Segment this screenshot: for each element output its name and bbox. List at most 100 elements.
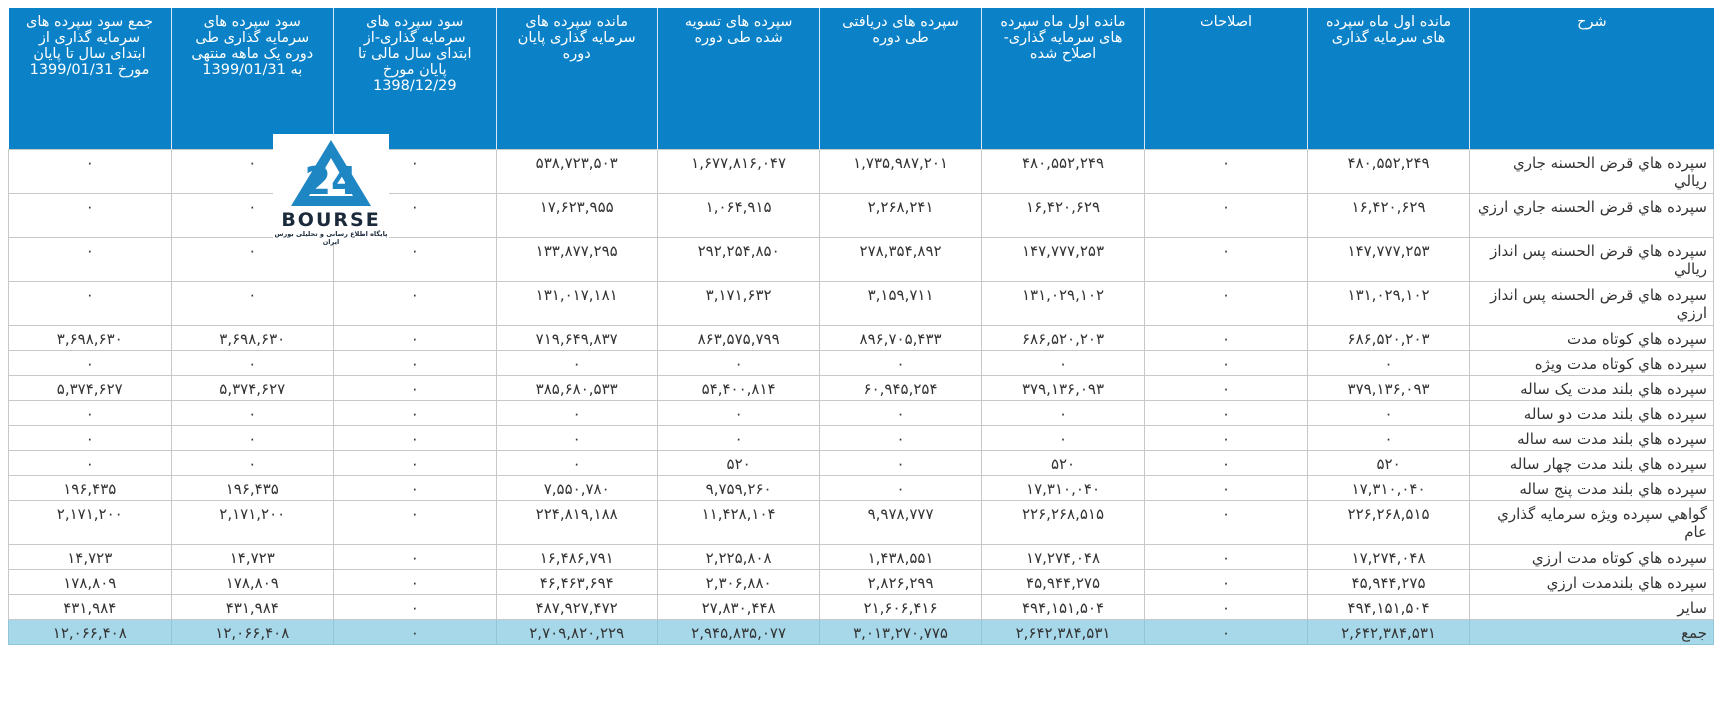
table-cell: ۴۳۱,۹۸۴ <box>170 593 335 620</box>
table-cell: ۰ <box>8 236 172 282</box>
row-description: سپرده هاي قرض الحسنه پس انداز ريالي <box>1469 236 1714 282</box>
table-cell: ۰ <box>495 449 658 476</box>
row-description: سپرده هاي قرض الحسنه جاري ارزي <box>1469 192 1714 238</box>
table-cell: ۱۶,۴۲۰,۶۲۹ <box>980 192 1146 238</box>
table-cell: ۰ <box>333 280 497 326</box>
table-cell: ۰ <box>656 424 821 451</box>
table-row: سپرده هاي کوتاه مدت ويژه ۰ ۰ ۰ ۰ ۰ ۰ ۰ ۰ ۰ <box>8 349 1714 376</box>
table-cell: ۲۱,۶۰۶,۴۱۶ <box>819 593 982 620</box>
table-cell: ۰ <box>1306 399 1471 426</box>
table-cell: ۰ <box>495 399 658 426</box>
table-cell: ۱۷,۳۱۰,۰۴۰ <box>980 474 1146 501</box>
table-row: سپرده هاي قرض الحسنه پس انداز ريالي ۱۴۷,۷… <box>8 236 1714 282</box>
table-cell: ۰ <box>656 349 821 376</box>
logo-tagline: پایگاه اطلاع رسانی و تحلیلی بورس ایران <box>274 230 388 246</box>
bourse24-logo: 24 BOURSE پایگاه اطلاع رسانی و تحلیلی بو… <box>273 134 389 246</box>
table-cell: ۰ <box>333 424 497 451</box>
table-cell: ۰ <box>333 399 497 426</box>
table-cell: ۰ <box>170 399 335 426</box>
table-cell: ۲,۲۶۸,۲۴۱ <box>819 192 982 238</box>
row-description: سپرده هاي بلند مدت دو ساله <box>1469 399 1714 426</box>
row-description: سپرده هاي بلند مدت سه ساله <box>1469 424 1714 451</box>
table-cell: ۰ <box>819 449 982 476</box>
table-cell: ۲۲۶,۲۶۸,۵۱۵ <box>980 499 1146 545</box>
deposits-table: شرح مانده اول ماه سپرده های سرمایه گذاری… <box>8 8 1714 645</box>
logo-mark-icon: 24 <box>291 140 371 206</box>
table-cell: ۴۶,۴۶۳,۶۹۴ <box>495 568 658 595</box>
row-description: سپرده هاي کوتاه مدت ارزي <box>1469 543 1714 570</box>
total-cell: ۰ <box>1144 618 1308 645</box>
table-cell: ۰ <box>656 399 821 426</box>
table-cell: ۶۸۶,۵۲۰,۲۰۳ <box>980 324 1146 351</box>
table-row: سپرده هاي قرض الحسنه جاري ريالي ۴۸۰,۵۵۲,۲… <box>8 148 1714 194</box>
table-row: سپرده هاي کوتاه مدت ارزي ۱۷,۲۷۴,۰۴۸ ۰ ۱۷,۲۷… <box>8 543 1714 570</box>
table-cell: ۴۳۱,۹۸۴ <box>8 593 172 620</box>
table-cell: ۵۲۰ <box>656 449 821 476</box>
table-row: سپرده هاي قرض الحسنه پس انداز ارزي ۱۳۱,۰۲… <box>8 280 1714 326</box>
table-cell: ۴۸۰,۵۵۲,۲۴۹ <box>1306 148 1471 194</box>
column-header: اصلاحات <box>1144 8 1308 149</box>
table-cell: ۱۹۶,۴۳۵ <box>8 474 172 501</box>
column-header: سود سپرده های سرمایه گذاری-از ابتدای سال… <box>333 8 496 149</box>
table-cell: ۰ <box>1306 424 1471 451</box>
table-cell: ۰ <box>819 424 982 451</box>
table-cell: ۴۵,۹۴۴,۲۷۵ <box>980 568 1146 595</box>
table-cell: ۱,۴۳۸,۵۵۱ <box>819 543 982 570</box>
total-cell: ۱۲,۰۶۶,۴۰۸ <box>170 618 335 645</box>
table-cell: ۰ <box>8 349 172 376</box>
table-cell: ۲۲۶,۲۶۸,۵۱۵ <box>1306 499 1471 545</box>
table-cell: ۳,۱۵۹,۷۱۱ <box>819 280 982 326</box>
table-cell: ۰ <box>170 280 335 326</box>
table-cell: ۱۶,۴۲۰,۶۲۹ <box>1306 192 1471 238</box>
table-row: سپرده هاي بلند مدت سه ساله ۰ ۰ ۰ ۰ ۰ ۰ ۰ ۰ ۰ <box>8 424 1714 451</box>
table-cell: ۹,۹۷۸,۷۷۷ <box>819 499 982 545</box>
table-cell: ۲,۲۲۵,۸۰۸ <box>656 543 821 570</box>
total-cell: ۰ <box>333 618 497 645</box>
table-cell: ۰ <box>819 399 982 426</box>
table-cell: ۱۳۱,۰۱۷,۱۸۱ <box>495 280 658 326</box>
row-description: سپرده هاي کوتاه مدت ويژه <box>1469 349 1714 376</box>
row-description: گواهي سپرده ويژه سرمايه گذاري عام <box>1469 499 1714 545</box>
table-cell: ۰ <box>1144 324 1308 351</box>
table-cell: ۰ <box>1144 148 1308 194</box>
table-cell: ۰ <box>8 424 172 451</box>
table-cell: ۱۱,۴۲۸,۱۰۴ <box>656 499 821 545</box>
table-row: سپرده هاي قرض الحسنه جاري ارزي ۱۶,۴۲۰,۶۲۹… <box>8 192 1714 238</box>
table-cell: ۱۴,۷۲۳ <box>8 543 172 570</box>
table-row: ساير ۴۹۴,۱۵۱,۵۰۴ ۰ ۴۹۴,۱۵۱,۵۰۴ ۲۱,۶۰۶,۴۱۶ ۲۷,… <box>8 593 1714 620</box>
table-cell: ۱۶,۴۸۶,۷۹۱ <box>495 543 658 570</box>
row-description: سپرده هاي کوتاه مدت <box>1469 324 1714 351</box>
table-cell: ۰ <box>1144 474 1308 501</box>
table-cell: ۴۸۷,۹۲۷,۴۷۲ <box>495 593 658 620</box>
table-cell: ۱۷۸,۸۰۹ <box>170 568 335 595</box>
table-cell: ۰ <box>333 568 497 595</box>
table-cell: ۶۸۶,۵۲۰,۲۰۳ <box>1306 324 1471 351</box>
row-description: ساير <box>1469 593 1714 620</box>
table-cell: ۰ <box>1144 349 1308 376</box>
table-cell: ۰ <box>819 349 982 376</box>
column-header: مانده اول ماه سپرده های سرمایه گذاری <box>1306 8 1470 149</box>
table-row: سپرده هاي کوتاه مدت ۶۸۶,۵۲۰,۲۰۳ ۰ ۶۸۶,۵۲۰,۲… <box>8 324 1714 351</box>
table-cell: ۰ <box>1144 236 1308 282</box>
table-cell: ۰ <box>1144 568 1308 595</box>
table-cell: ۰ <box>333 349 497 376</box>
column-header: شرح <box>1469 8 1714 149</box>
table-cell: ۵۲۰ <box>980 449 1146 476</box>
table-cell: ۱۷,۶۲۳,۹۵۵ <box>495 192 658 238</box>
table-cell: ۰ <box>8 449 172 476</box>
table-cell: ۰ <box>8 148 172 194</box>
table-cell: ۵,۳۷۴,۶۲۷ <box>8 374 172 401</box>
table-cell: ۶۰,۹۴۵,۲۵۴ <box>819 374 982 401</box>
table-cell: ۲۷,۸۳۰,۴۴۸ <box>656 593 821 620</box>
table-cell: ۳۸۵,۶۸۰,۵۳۳ <box>495 374 658 401</box>
table-cell: ۰ <box>170 349 335 376</box>
table-cell: ۰ <box>333 236 497 282</box>
table-cell: ۱,۶۷۷,۸۱۶,۰۴۷ <box>656 148 821 194</box>
total-cell: ۲,۶۴۲,۳۸۴,۵۳۱ <box>980 618 1146 645</box>
table-cell: ۴۹۴,۱۵۱,۵۰۴ <box>1306 593 1471 620</box>
column-header: مانده اول ماه سپرده های سرمایه گذاری-اصل… <box>980 8 1145 149</box>
table-cell: ۰ <box>333 543 497 570</box>
table-cell: ۵۴,۴۰۰,۸۱۴ <box>656 374 821 401</box>
table-cell: ۰ <box>8 192 172 238</box>
total-label: جمع <box>1469 618 1714 645</box>
